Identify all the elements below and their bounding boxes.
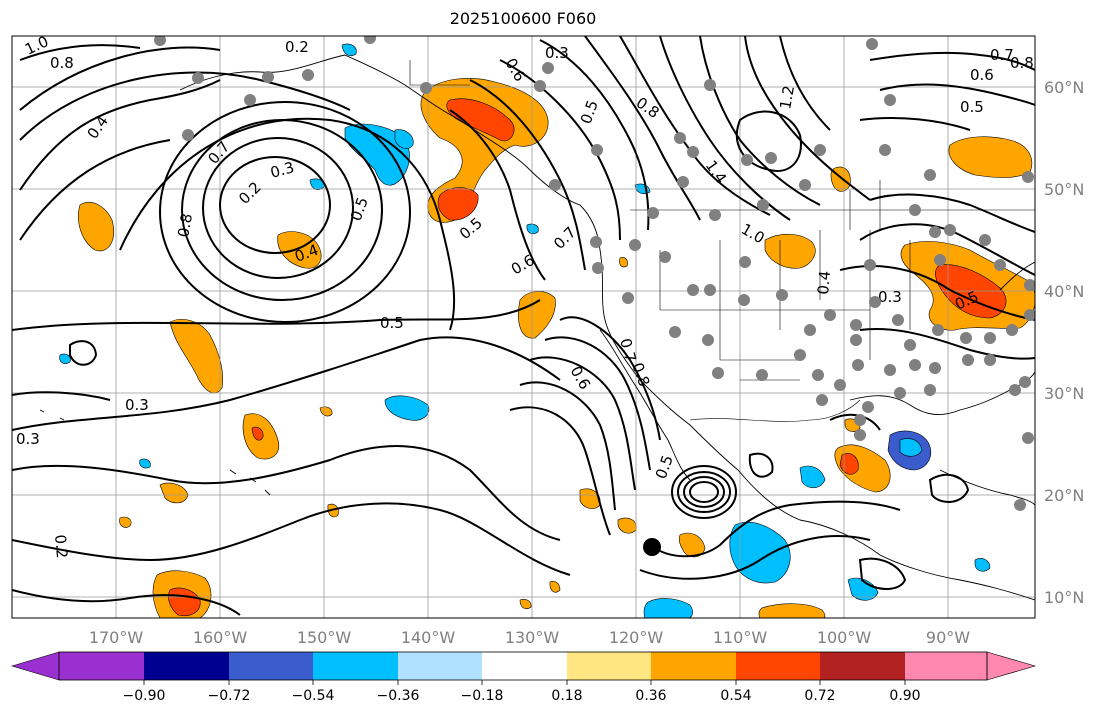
colorbar-swatch [313,652,398,680]
lon-label: 120°W [609,628,664,647]
political-borders [409,60,1035,422]
colorbar-tick-label: −0.18 [461,688,504,704]
lon-label: 170°W [89,628,144,647]
lon-label: 150°W [297,628,352,647]
contour-label: 0.8 [174,212,196,239]
colorbar-tick-label: 0.72 [804,688,835,704]
lat-label: 20°N [1044,486,1084,505]
contour-label: 0.7 [616,336,640,364]
storm-center-marker [643,538,661,556]
gray-dots [154,36,1035,511]
colorbar-swatch [229,652,313,680]
lat-label: 30°N [1044,384,1084,403]
contour-label: 0.7 [990,46,1014,64]
colorbar-tick-label: −0.36 [377,688,420,704]
map-title: 2025100600 F060 [449,9,597,28]
lon-label: 90°W [926,628,970,647]
contour-label: 0.8 [1010,54,1034,72]
graticule [12,36,1035,618]
contour-label: 0.3 [16,430,40,448]
colorbar-swatch [398,652,482,680]
colorbar-high-extension [986,651,1037,681]
contour-label: 0.2 [51,534,71,559]
colorbar-swatch [144,652,229,680]
contour-label: 0.5 [960,98,984,116]
contour-label: 1.2 [776,84,798,111]
contour-label: 0.3 [268,158,296,182]
lat-label: 50°N [1044,180,1084,199]
colorbar-frame [58,651,988,681]
contour-label: 0.4 [814,270,834,295]
lat-label: 40°N [1044,282,1084,301]
lon-label: 130°W [505,628,560,647]
colorbar-tick-label: 0.90 [889,688,920,704]
colorbar-swatch [736,652,820,680]
colorbar-swatch [567,652,651,680]
colorbar-swatch [482,652,567,680]
longitude-labels: 170°W 160°W 150°W 140°W 130°W 120°W 110°… [89,628,970,647]
lat-label: 10°N [1044,588,1084,607]
contour-label: 0.5 [380,314,404,332]
colorbar-tick-label: 0.36 [635,688,666,704]
lon-label: 160°W [193,628,248,647]
contour-label: 0.2 [285,38,309,56]
colorbar-swatch [820,652,905,680]
contour-label: 0.3 [545,44,569,62]
colorbar-tick-label: −0.72 [208,688,251,704]
colorbar: −0.90 −0.72 −0.54 −0.36 −0.18 0.18 0.36 … [10,651,1037,704]
contour-label: 0.3 [878,288,902,306]
lon-label: 140°W [401,628,456,647]
contour-label: 0.3 [125,396,149,414]
colorbar-swatch [59,652,144,680]
colorbar-tick-label: −0.54 [292,688,335,704]
lon-label: 100°W [817,628,872,647]
map-frame [11,35,1036,619]
lon-label: 110°W [713,628,768,647]
lat-label: 60°N [1044,78,1084,97]
contour-label: 0.8 [50,54,74,72]
colorbar-tick-label: −0.90 [123,688,166,704]
contour-label: 0.6 [970,66,994,84]
colorbar-tick-label: 0.54 [720,688,751,704]
colorbar-swatch [651,652,736,680]
latitude-labels: 60°N 50°N 40°N 30°N 20°N 10°N [1044,78,1084,607]
colorbar-low-extension [10,651,60,681]
colorbar-tick-label: 0.18 [551,688,582,704]
contour-lines [12,36,1035,616]
colorbar-swatch [905,652,987,680]
